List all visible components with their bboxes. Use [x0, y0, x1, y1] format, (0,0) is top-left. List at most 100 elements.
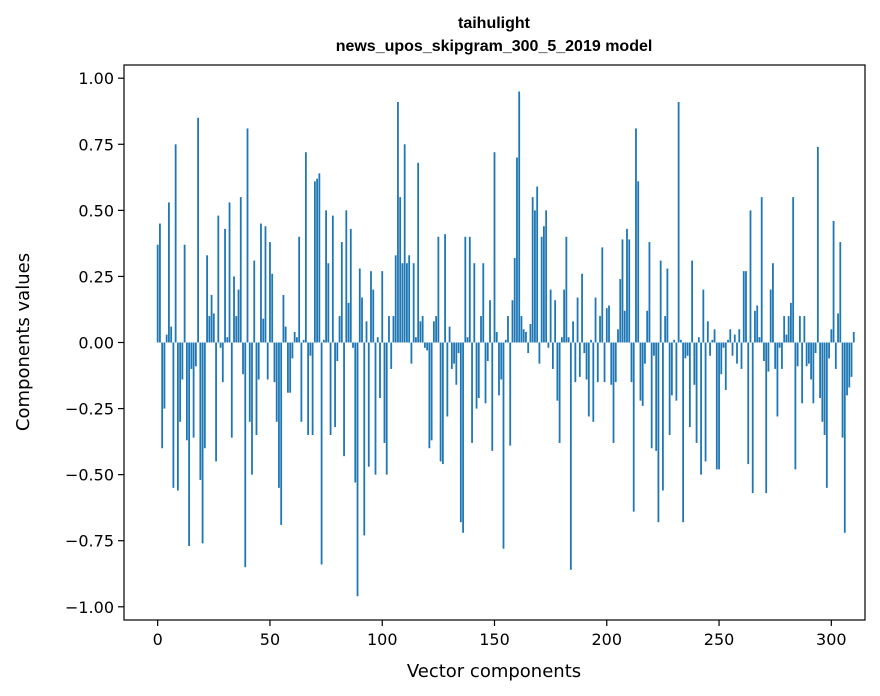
- bar-224: [659, 260, 662, 343]
- bar-287: [801, 342, 804, 404]
- bar-285: [796, 342, 799, 367]
- bar-141: [473, 263, 476, 343]
- bar-144: [480, 316, 482, 343]
- bar-244: [704, 342, 707, 462]
- bar-253: [724, 342, 727, 391]
- bar-211: [630, 342, 633, 383]
- bar-137: [464, 236, 467, 343]
- bar-252: [722, 342, 725, 348]
- bar-275: [774, 342, 777, 369]
- bar-201: [608, 305, 610, 343]
- bar-280: [785, 334, 788, 343]
- y-tick-label: −0.50: [65, 466, 114, 485]
- bar-283: [792, 197, 795, 343]
- bar-102: [385, 342, 388, 475]
- bar-220: [650, 342, 653, 449]
- bar-118: [421, 316, 424, 343]
- bar-67: [307, 342, 310, 435]
- bar-243: [702, 289, 705, 343]
- bar-194: [592, 342, 595, 422]
- bar-57: [284, 326, 287, 343]
- bar-161: [518, 91, 521, 343]
- bar-267: [756, 305, 759, 343]
- y-tick-label: 0.50: [78, 201, 114, 220]
- bar-200: [605, 308, 608, 343]
- bar-208: [623, 310, 626, 343]
- y-axis-label: Components values: [13, 253, 34, 431]
- bar-228: [668, 342, 671, 435]
- bar-154: [502, 342, 505, 549]
- bar-303: [837, 313, 839, 343]
- bar-214: [637, 181, 640, 343]
- bar-22: [206, 255, 208, 343]
- x-tick-label: 100: [367, 630, 398, 649]
- bar-271: [765, 342, 768, 494]
- bar-235: [684, 342, 687, 359]
- bar-40: [246, 128, 249, 343]
- bar-309: [850, 342, 853, 377]
- bar-25: [212, 313, 215, 343]
- bar-274: [772, 263, 774, 343]
- bar-198: [601, 247, 604, 343]
- bar-136: [462, 342, 464, 533]
- bar-169: [536, 186, 539, 343]
- bar-35: [235, 316, 238, 343]
- bar-139: [468, 236, 471, 343]
- bar-173: [545, 210, 548, 343]
- bar-191: [585, 342, 588, 380]
- bar-216: [641, 342, 644, 406]
- bar-113: [410, 342, 413, 364]
- bar-51: [271, 273, 274, 343]
- x-axis-ticks: 0 50 100 150 200 250 300: [153, 620, 847, 649]
- bar-115: [415, 337, 417, 343]
- bar-52: [273, 342, 276, 383]
- bar-33: [230, 342, 233, 438]
- bar-291: [810, 342, 813, 380]
- bar-10: [179, 342, 182, 422]
- bar-250: [718, 342, 720, 470]
- bar-135: [459, 342, 462, 523]
- bar-106: [394, 255, 397, 343]
- bar-264: [749, 210, 752, 343]
- x-axis-label: Vector components: [407, 661, 581, 682]
- bar-249: [715, 342, 718, 470]
- bar-166: [529, 324, 532, 343]
- y-tick-label: 0.75: [78, 135, 114, 154]
- bar-73: [320, 342, 323, 565]
- bar-81: [338, 316, 341, 343]
- bar-165: [527, 342, 530, 354]
- bar-245: [706, 321, 709, 343]
- bar-86: [349, 228, 352, 343]
- bar-155: [504, 339, 507, 343]
- bar-124: [435, 316, 438, 343]
- bar-157: [509, 342, 512, 446]
- bar-133: [455, 342, 458, 385]
- x-tick-label: 300: [816, 630, 847, 649]
- bar-111: [406, 263, 408, 343]
- bar-240: [695, 342, 698, 443]
- y-tick-label: 1.00: [78, 69, 114, 88]
- bar-270: [763, 342, 765, 361]
- bar-149: [491, 342, 494, 451]
- bar-20: [201, 342, 204, 544]
- bar-103: [388, 316, 390, 343]
- bar-205: [617, 329, 619, 343]
- bar-305: [841, 342, 844, 438]
- bar-94: [367, 342, 370, 467]
- bar-263: [747, 342, 750, 465]
- bar-60: [291, 342, 294, 359]
- bar-16: [192, 342, 195, 438]
- bar-28: [219, 342, 222, 348]
- bar-77: [329, 342, 332, 435]
- bar-123: [432, 321, 435, 343]
- bar-221: [653, 342, 655, 356]
- bar-71: [316, 178, 319, 343]
- bar-6: [170, 326, 173, 343]
- bar-290: [807, 342, 810, 364]
- bar-266: [754, 310, 756, 343]
- bar-195: [594, 297, 597, 343]
- bar-38: [242, 342, 244, 375]
- bar-184: [569, 342, 572, 570]
- bar-117: [419, 321, 422, 343]
- bar-289: [805, 342, 808, 367]
